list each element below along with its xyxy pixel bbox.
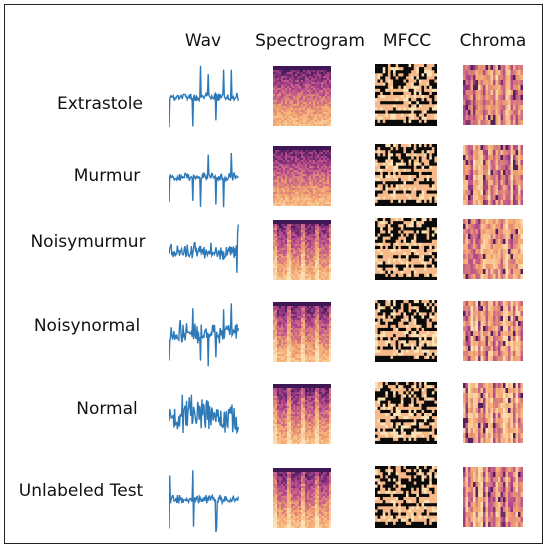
spectrogram-noisymurmur <box>273 220 331 280</box>
chroma-extrastole <box>463 65 523 125</box>
spectrogram-cell-unlabeled-test <box>273 468 331 528</box>
mfcc-extrastole <box>375 64 437 126</box>
spectrogram-normal <box>273 384 331 444</box>
mfcc-murmur <box>375 144 437 206</box>
waveform-trace-unlabeled-test <box>169 470 239 533</box>
waveform-trace-murmur <box>169 152 239 208</box>
row-label-unlabeled-test: Unlabeled Test <box>18 481 144 501</box>
waveform-extrastole <box>169 65 239 128</box>
column-header-mfcc: MFCC <box>382 31 432 51</box>
wav-cell-noisynormal <box>169 297 239 369</box>
spectrogram-cell-normal <box>273 384 331 444</box>
mfcc-unlabeled-test <box>375 466 437 528</box>
row-label-noisymurmur: Noisymurmur <box>30 232 146 252</box>
column-header-spectrogram: Spectrogram <box>255 31 365 51</box>
waveform-trace-noisymurmur <box>169 224 239 273</box>
spectrogram-noisynormal <box>273 302 331 362</box>
mfcc-noisymurmur <box>375 218 437 280</box>
chroma-cell-noisymurmur <box>463 219 523 279</box>
waveform-noisymurmur <box>169 224 239 273</box>
spectrogram-cell-murmur <box>273 146 331 206</box>
mfcc-noisynormal <box>375 300 437 362</box>
chroma-unlabeled-test <box>463 467 523 527</box>
mfcc-cell-noisynormal <box>375 300 437 362</box>
chroma-normal <box>463 383 523 443</box>
mfcc-normal <box>375 382 437 444</box>
spectrogram-murmur <box>273 146 331 206</box>
wav-cell-extrastole <box>169 61 239 133</box>
spectrogram-cell-noisynormal <box>273 302 331 362</box>
mfcc-cell-unlabeled-test <box>375 466 437 528</box>
wav-cell-unlabeled-test <box>169 463 239 535</box>
spectrogram-cell-extrastole <box>273 66 331 126</box>
chroma-cell-noisynormal <box>463 301 523 361</box>
spectrogram-cell-noisymurmur <box>273 220 331 280</box>
spectrogram-unlabeled-test <box>273 468 331 528</box>
row-label-murmur: Murmur <box>73 166 141 186</box>
waveform-trace-noisynormal <box>169 303 239 367</box>
waveform-normal <box>169 394 239 435</box>
mfcc-cell-noisymurmur <box>375 218 437 280</box>
chroma-murmur <box>463 145 523 205</box>
wav-cell-murmur <box>169 141 239 213</box>
waveform-trace-normal <box>169 394 239 435</box>
waveform-noisynormal <box>169 303 239 367</box>
waveform-murmur <box>169 152 239 208</box>
column-header-wav: Wav <box>184 31 222 51</box>
row-label-noisynormal: Noisynormal <box>33 316 141 336</box>
chroma-cell-murmur <box>463 145 523 205</box>
figure-frame: Wav Spectrogram MFCC Chroma Extrastole M… <box>4 4 543 544</box>
chroma-noisymurmur <box>463 219 523 279</box>
row-label-normal: Normal <box>76 399 138 419</box>
wav-cell-noisymurmur <box>169 215 239 287</box>
waveform-trace-extrastole <box>169 65 239 128</box>
chroma-cell-normal <box>463 383 523 443</box>
chroma-cell-unlabeled-test <box>463 467 523 527</box>
column-header-chroma: Chroma <box>459 31 527 51</box>
wav-cell-normal <box>169 379 239 451</box>
chroma-noisynormal <box>463 301 523 361</box>
mfcc-cell-murmur <box>375 144 437 206</box>
chroma-cell-extrastole <box>463 65 523 125</box>
mfcc-cell-normal <box>375 382 437 444</box>
row-label-extrastole: Extrastole <box>57 94 143 114</box>
spectrogram-extrastole <box>273 66 331 126</box>
waveform-unlabeled-test <box>169 470 239 533</box>
mfcc-cell-extrastole <box>375 64 437 126</box>
